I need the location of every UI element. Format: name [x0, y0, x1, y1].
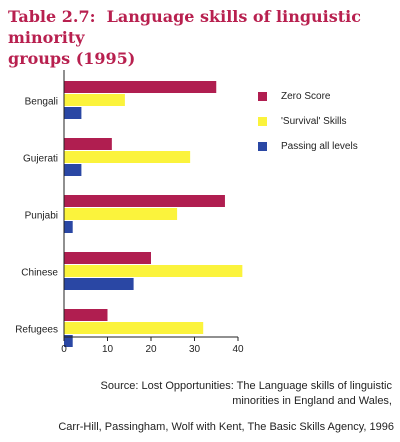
title-text-1: Language skills of linguistic minority: [8, 7, 361, 47]
bar-gujerati-survival-skills: [64, 151, 191, 163]
legend-label-zero-score: Zero Score: [281, 90, 331, 102]
source-note: Source: Lost Opportunities: The Language…: [62, 379, 392, 409]
chart-title: Table 2.7: Language skills of linguistic…: [8, 6, 388, 69]
source-line-2: minorities in England and Wales,: [232, 395, 392, 407]
x-tick-label-0: 0: [61, 344, 67, 355]
title-line-1: Table 2.7: Language skills of linguistic…: [8, 6, 388, 48]
legend-swatch-survival-skills: [258, 116, 267, 126]
bar-gujerati-zero-score: [64, 138, 112, 150]
legend-swatch-zero-score: [258, 91, 267, 101]
legend-item-passing-all-levels: Passing all levels: [258, 140, 358, 152]
legend-label-survival-skills: 'Survival' Skills: [281, 115, 347, 127]
legend-swatch-passing-all-levels: [258, 141, 267, 151]
bar-bengali-passing-all-levels: [64, 107, 82, 119]
bar-chinese-passing-all-levels: [64, 278, 134, 290]
category-label-punjabi: Punjabi: [25, 211, 58, 222]
source-line-1: Source: Lost Opportunities: The Language…: [100, 380, 392, 392]
legend-item-survival-skills: 'Survival' Skills: [258, 115, 358, 127]
title-line-2: groups (1995): [8, 49, 136, 68]
bar-chinese-zero-score: [64, 252, 151, 264]
legend: Zero Score 'Survival' Skills Passing all…: [258, 90, 358, 165]
category-label-bengali: Bengali: [25, 97, 58, 108]
bar-punjabi-zero-score: [64, 195, 225, 207]
source-credit: Carr-Hill, Passingham, Wolf with Kent, T…: [58, 421, 394, 433]
bar-refugees-passing-all-levels: [64, 335, 73, 347]
category-label-chinese: Chinese: [21, 268, 58, 279]
table-number: Table 2.7:: [8, 7, 96, 26]
x-tick-label-20: 20: [145, 344, 157, 355]
bar-punjabi-passing-all-levels: [64, 221, 73, 233]
category-label-refugees: Refugees: [15, 325, 58, 336]
category-label-gujerati: Gujerati: [23, 154, 58, 165]
bar-bengali-zero-score: [64, 81, 217, 93]
x-tick-label-10: 10: [102, 344, 114, 355]
bar-punjabi-survival-skills: [64, 208, 178, 220]
legend-item-zero-score: Zero Score: [258, 90, 358, 102]
bar-gujerati-passing-all-levels: [64, 164, 82, 176]
bar-chinese-survival-skills: [64, 265, 243, 277]
x-tick-label-40: 40: [232, 344, 244, 355]
x-tick-label-30: 30: [189, 344, 201, 355]
bar-refugees-zero-score: [64, 309, 108, 321]
legend-label-passing-all-levels: Passing all levels: [281, 140, 358, 152]
bar-refugees-survival-skills: [64, 322, 204, 334]
bar-bengali-survival-skills: [64, 94, 125, 106]
